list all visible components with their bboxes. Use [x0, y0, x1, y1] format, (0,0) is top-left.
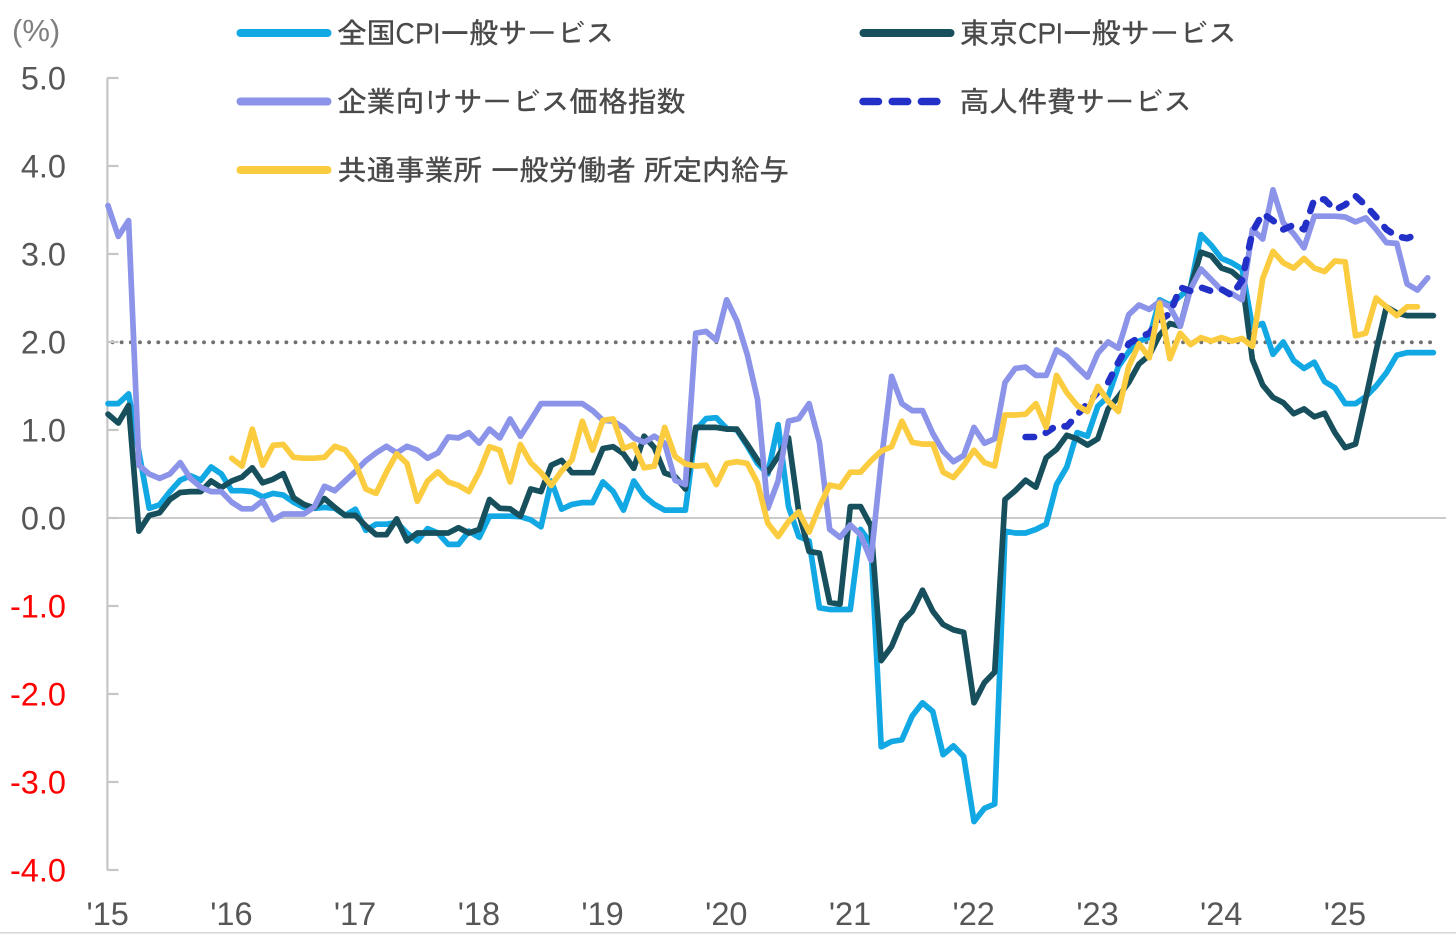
svg-text:0.0: 0.0 [21, 501, 66, 537]
svg-text:-2.0: -2.0 [10, 677, 66, 713]
svg-text:(%): (%) [12, 13, 60, 48]
svg-text:'20: '20 [705, 896, 747, 932]
svg-text:'15: '15 [87, 896, 129, 932]
svg-text:-1.0: -1.0 [10, 589, 66, 625]
svg-text:1.0: 1.0 [21, 413, 66, 449]
svg-text:'17: '17 [334, 896, 376, 932]
svg-text:3.0: 3.0 [21, 237, 66, 273]
svg-text:'24: '24 [1200, 896, 1242, 932]
svg-text:'16: '16 [210, 896, 252, 932]
svg-text:'19: '19 [581, 896, 623, 932]
svg-text:'23: '23 [1076, 896, 1118, 932]
svg-text:-3.0: -3.0 [10, 765, 66, 801]
svg-text:4.0: 4.0 [21, 149, 66, 185]
svg-text:2.0: 2.0 [21, 325, 66, 361]
svg-text:'25: '25 [1324, 896, 1366, 932]
svg-text:5.0: 5.0 [21, 61, 66, 97]
svg-text:'22: '22 [953, 896, 995, 932]
svg-text:-4.0: -4.0 [10, 853, 66, 889]
svg-text:'18: '18 [458, 896, 500, 932]
svg-text:'21: '21 [829, 896, 871, 932]
